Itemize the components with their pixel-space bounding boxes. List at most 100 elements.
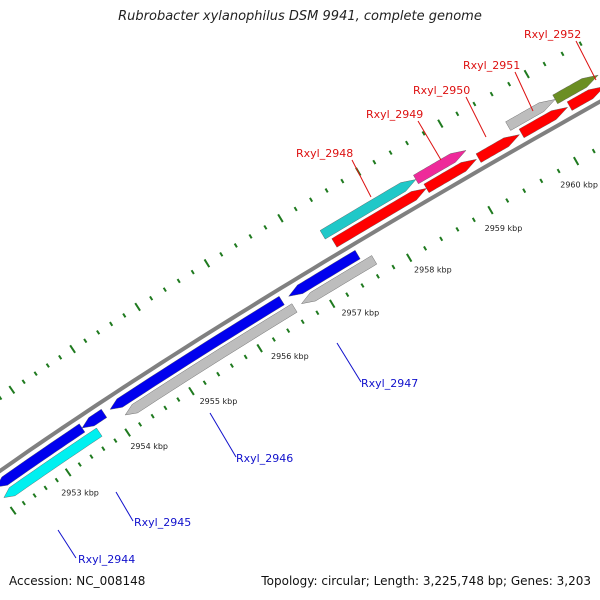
map-title: Rubrobacter xylanophilus DSM 9941, compl… xyxy=(118,9,482,24)
lower-tick xyxy=(138,422,143,427)
leader-line xyxy=(115,491,134,522)
upper-tick xyxy=(96,329,101,335)
genome-backbone xyxy=(0,99,600,474)
upper-tick xyxy=(263,224,268,230)
gene-label-Rxyl_2951[interactable]: Rxyl_2951 xyxy=(463,59,520,72)
gene-arrow[interactable] xyxy=(475,134,521,163)
genome-stats-text: Topology: circular; Length: 3,225,748 bp… xyxy=(261,574,591,588)
upper-tick xyxy=(324,188,329,193)
upper-tick xyxy=(523,69,530,79)
scale-label: 2954 kbp xyxy=(130,442,168,451)
gene-arrow-Rxyl_2951[interactable] xyxy=(505,99,556,131)
upper-tick xyxy=(58,354,63,360)
lower-tick xyxy=(43,485,48,491)
lower-tick xyxy=(77,462,82,467)
gene-arrow[interactable] xyxy=(301,255,378,304)
lower-tick xyxy=(216,371,221,377)
upper-tick xyxy=(340,178,345,184)
upper-tick xyxy=(277,213,284,223)
gene-label-Rxyl_2950[interactable]: Rxyl_2950 xyxy=(413,84,470,97)
upper-tick xyxy=(109,321,114,327)
labels: 2953 kbp 2954 kbp 2955 kbp 2956 kbp 2957 kbp… xyxy=(61,28,598,566)
lower-tick xyxy=(64,468,72,477)
upper-tick xyxy=(45,363,50,368)
gene-label-Rxyl_2952[interactable]: Rxyl_2952 xyxy=(524,28,581,41)
upper-tick xyxy=(149,295,154,301)
lower-tick xyxy=(487,205,494,215)
gene-arrow-Rxyl_2946[interactable] xyxy=(109,296,285,410)
lower-tick xyxy=(188,386,195,396)
scale-ticks xyxy=(0,41,596,515)
gene-label-Rxyl_2945[interactable]: Rxyl_2945 xyxy=(134,516,191,529)
leader-line xyxy=(351,159,372,198)
gene-label-Rxyl_2949[interactable]: Rxyl_2949 xyxy=(366,108,423,121)
lower-tick xyxy=(329,299,336,309)
lower-tick xyxy=(345,292,350,298)
upper-tick xyxy=(233,243,238,248)
lower-tick xyxy=(539,178,544,184)
upper-tick xyxy=(489,91,494,97)
lower-tick xyxy=(360,283,365,288)
lower-tick xyxy=(32,493,37,498)
gene-arrow-Rxyl_2949[interactable] xyxy=(413,150,467,185)
lower-tick xyxy=(176,397,181,402)
lower-tick xyxy=(89,454,94,460)
gene-arrow[interactable] xyxy=(518,106,569,139)
leader-line xyxy=(209,412,237,458)
leader-line xyxy=(57,529,77,559)
leader-line xyxy=(575,40,597,81)
lower-tick xyxy=(522,188,527,194)
upper-tick xyxy=(83,338,88,344)
upper-tick xyxy=(33,371,38,377)
lower-tick xyxy=(202,380,207,386)
lower-tick xyxy=(505,198,510,203)
lower-tick xyxy=(124,428,131,437)
upper-tick xyxy=(8,385,16,395)
lower-tick xyxy=(556,168,561,174)
upper-tick xyxy=(190,269,195,275)
gene-arrow[interactable] xyxy=(124,303,298,416)
gene-arrow[interactable] xyxy=(331,188,427,248)
lower-tick xyxy=(391,264,396,270)
lower-tick xyxy=(471,217,476,223)
upper-tick xyxy=(134,302,141,312)
gene-label-Rxyl_2947[interactable]: Rxyl_2947 xyxy=(361,377,418,390)
upper-tick xyxy=(69,344,76,354)
lower-tick xyxy=(591,148,596,154)
gene-arrow[interactable] xyxy=(423,158,478,193)
gene-arrow-Rxyl_2952[interactable] xyxy=(552,74,599,104)
upper-tick xyxy=(21,379,26,385)
lower-tick xyxy=(573,156,580,166)
lower-tick xyxy=(163,405,168,411)
lower-tick xyxy=(375,273,380,279)
lower-tick xyxy=(113,438,118,444)
upper-tick xyxy=(507,81,512,87)
lower-tick xyxy=(229,363,234,368)
gene-arrow[interactable] xyxy=(81,408,108,429)
lower-tick xyxy=(423,245,428,251)
gene-label-Rxyl_2944[interactable]: Rxyl_2944 xyxy=(78,553,135,566)
gene-label-Rxyl_2946[interactable]: Rxyl_2946 xyxy=(236,452,293,465)
gene-arrow[interactable] xyxy=(566,86,600,111)
upper-tick xyxy=(421,130,426,136)
lower-tick xyxy=(286,328,291,334)
backbone-line xyxy=(0,99,600,474)
gene-label-Rxyl_2948[interactable]: Rxyl_2948 xyxy=(296,147,353,160)
upper-tick xyxy=(162,287,167,293)
lower-tick xyxy=(455,226,460,232)
lower-tick xyxy=(406,253,413,263)
upper-tick xyxy=(248,234,253,239)
upper-tick xyxy=(437,119,444,129)
gene-arrow-Rxyl_2948[interactable] xyxy=(319,179,417,240)
gene-arrow-Rxyl_2944[interactable] xyxy=(3,427,103,498)
gene-arrow-Rxyl_2947[interactable] xyxy=(288,250,361,297)
lower-tick xyxy=(150,413,155,419)
scale-label: 2956 kbp xyxy=(271,352,309,361)
upper-tick xyxy=(219,251,224,257)
leader-line xyxy=(417,120,442,161)
scale-label: 2959 kbp xyxy=(485,224,523,233)
leader-line xyxy=(514,71,534,112)
leader-line xyxy=(465,96,487,138)
scale-label: 2955 kbp xyxy=(200,397,238,406)
